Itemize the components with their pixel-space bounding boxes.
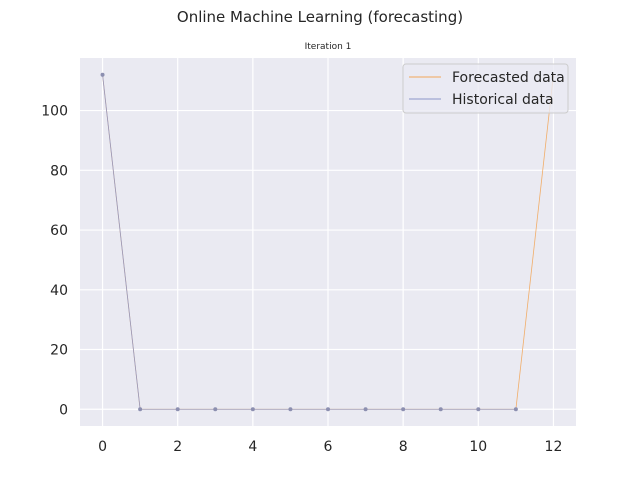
data-point — [288, 407, 293, 412]
y-tick-label: 20 — [50, 343, 68, 359]
series-line-historical — [102, 74, 516, 410]
data-point — [138, 407, 143, 412]
x-tick-label: 4 — [248, 439, 257, 455]
data-point — [326, 407, 330, 412]
legend-label-historical: Historical data — [452, 92, 554, 108]
y-tick-label: 80 — [50, 163, 68, 179]
x-axis-ticks: 0 2 4 6 8 10 12 — [98, 439, 562, 455]
y-axis-ticks: 0 20 40 60 80 100 — [41, 104, 68, 419]
data-point — [401, 407, 406, 412]
chart-title: Online Machine Learning (forecasting) — [177, 8, 463, 26]
x-tick-label: 0 — [98, 439, 107, 455]
data-point — [513, 407, 518, 412]
y-tick-label: 0 — [59, 402, 68, 418]
y-tick-label: 60 — [50, 223, 68, 239]
data-point — [363, 407, 368, 412]
x-tick-label: 2 — [173, 439, 182, 455]
legend-box — [402, 63, 569, 114]
x-tick-label: 8 — [399, 439, 408, 455]
x-tick-label: 12 — [545, 439, 563, 455]
legend: Forecasted data Historical data — [402, 63, 569, 114]
data-point — [175, 407, 180, 412]
data-point — [438, 407, 443, 412]
data-point — [476, 407, 481, 412]
x-tick-label: 10 — [469, 439, 487, 455]
data-points — [100, 72, 518, 412]
y-tick-label: 40 — [50, 283, 68, 299]
data-point — [213, 407, 218, 412]
data-point — [250, 407, 255, 412]
data-point — [100, 72, 105, 77]
x-tick-label: 6 — [324, 439, 333, 455]
y-tick-label: 100 — [41, 104, 68, 120]
chart-subtitle: Iteration 1 — [305, 42, 352, 52]
legend-label-forecasted: Forecasted data — [452, 70, 565, 86]
